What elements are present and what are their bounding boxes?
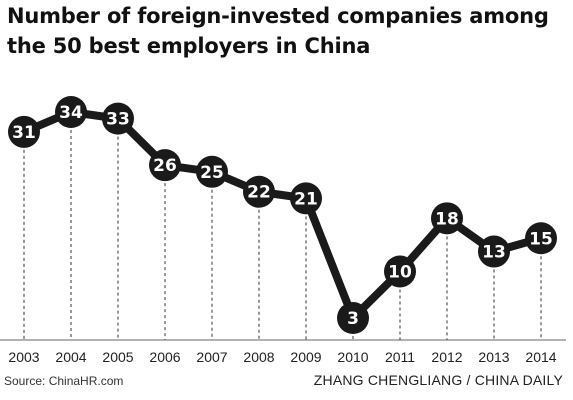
chart-title-line-1: Number of foreign-invested companies amo… xyxy=(7,4,549,28)
data-point xyxy=(8,115,40,148)
x-tick-label: 2014 xyxy=(525,349,556,365)
data-label: 34 xyxy=(59,103,83,123)
chart-title: Number of foreign-invested companies amo… xyxy=(7,1,567,61)
x-tick-label: 2009 xyxy=(290,349,321,365)
data-label: 21 xyxy=(294,189,318,209)
data-point xyxy=(243,175,275,208)
data-label: 18 xyxy=(435,209,459,229)
x-tick-label: 2006 xyxy=(149,349,180,365)
x-tick-label: 2010 xyxy=(337,349,368,365)
x-tick-label: 2004 xyxy=(55,349,86,365)
x-tick-label: 2013 xyxy=(478,349,509,365)
chart-title-line-2: the 50 best employers in China xyxy=(7,34,371,58)
data-label: 25 xyxy=(200,163,224,183)
source-note: Source: ChinaHR.com xyxy=(4,374,124,388)
data-point xyxy=(290,182,322,215)
data-point xyxy=(55,96,87,128)
data-label: 3 xyxy=(347,309,359,329)
data-point xyxy=(525,222,557,255)
data-label: 15 xyxy=(529,229,553,249)
x-tick-label: 2003 xyxy=(8,349,39,365)
data-point xyxy=(384,255,416,288)
data-point xyxy=(431,202,463,235)
series-line xyxy=(20,108,545,322)
data-point xyxy=(196,155,228,188)
data-label: 13 xyxy=(482,243,506,263)
data-point xyxy=(478,235,510,268)
data-point xyxy=(102,102,134,135)
x-tick-label: 2008 xyxy=(243,349,274,365)
x-tick-label: 2012 xyxy=(431,349,462,365)
data-label: 33 xyxy=(106,110,130,130)
data-point xyxy=(337,302,369,334)
x-tick-label: 2005 xyxy=(102,349,133,365)
x-tick-label: 2007 xyxy=(196,349,227,365)
data-label: 26 xyxy=(153,156,177,176)
x-tick-label: 2011 xyxy=(385,349,415,365)
data-label: 10 xyxy=(388,262,412,282)
data-label: 22 xyxy=(247,183,271,203)
data-point xyxy=(149,149,181,182)
credit-note: ZHANG CHENGLIANG / CHINA DAILY xyxy=(313,372,563,388)
data-label: 31 xyxy=(12,123,36,143)
